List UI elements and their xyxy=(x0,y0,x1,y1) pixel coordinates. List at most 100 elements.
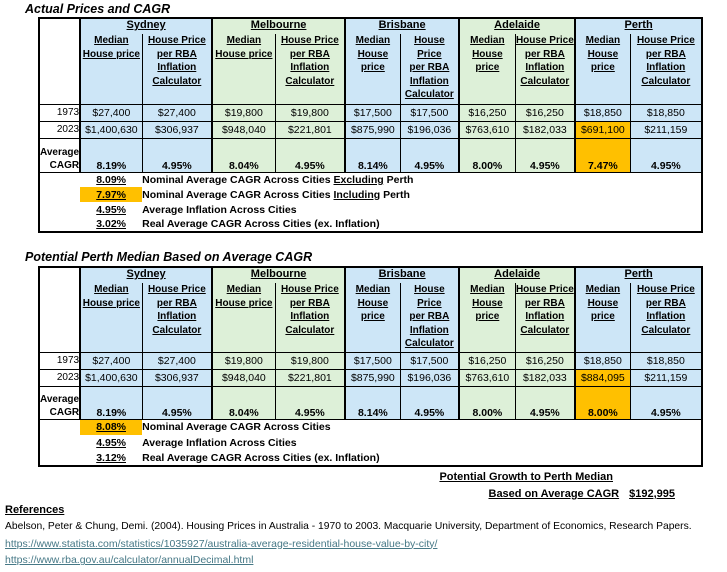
col-header-adelaide-rba: House Price per RBA Inflation Calculator xyxy=(514,34,576,105)
table-cell: $27,400 xyxy=(141,103,213,122)
perth-growth-summary: Potential Growth to Perth Median Based o… xyxy=(390,469,675,503)
table-cell: $19,800 xyxy=(274,103,346,122)
table-cell: $27,400 xyxy=(141,351,213,370)
city-header-adelaide: Adelaide xyxy=(458,266,576,283)
table-cell: $19,800 xyxy=(211,103,276,122)
table-cell: $16,250 xyxy=(514,351,576,370)
col-header-melbourne-rba: House Price per RBA Inflation Calculator xyxy=(274,34,346,105)
note-text: Average Inflation Across Cities xyxy=(142,435,703,451)
city-header-brisbane: Brisbane xyxy=(344,266,460,283)
note-value-highlighted: 7.97% xyxy=(80,187,143,202)
note-text: Real Average CAGR Across Cities (ex. Inf… xyxy=(142,217,703,232)
table-cell: $211,159 xyxy=(629,120,703,139)
note-text: Nominal Average CAGR Across Cities xyxy=(142,419,703,435)
table-cell: $19,800 xyxy=(211,351,276,370)
row-label-2023: 2023 xyxy=(38,120,81,139)
col-header-perth-rba: House Price per RBA Inflation Calculator xyxy=(629,283,703,353)
note-row: 4.95% Average Inflation Across Cities xyxy=(39,435,703,451)
table-cell: $18,850 xyxy=(629,103,703,122)
highlighted-cell-perth-cagr: 8.00% xyxy=(574,385,631,420)
table-cell: $306,937 xyxy=(141,368,213,387)
row-2023: 2023 $1,400,630 $306,937 $948,040 $221,8… xyxy=(38,368,703,387)
table-cell: $27,400 xyxy=(79,351,143,370)
summary-line2: Based on Average CAGR $192,995 xyxy=(488,488,676,500)
highlighted-cell-perth-cagr: 7.47% xyxy=(574,137,631,173)
table-cell: $306,937 xyxy=(141,120,213,139)
city-header-row: Sydney Melbourne Brisbane Adelaide Perth xyxy=(38,266,703,352)
row-1973: 1973 $27,400 $27,400 $19,800 $19,800 $17… xyxy=(38,351,703,370)
note-spacer xyxy=(39,202,81,217)
city-header-sydney: Sydney xyxy=(79,266,213,283)
col-header-sydney-rba: House Price per RBA Inflation Calculator xyxy=(141,283,213,353)
table-cell: $16,250 xyxy=(514,103,576,122)
table-cell: $18,850 xyxy=(574,351,631,370)
table-cell: $16,250 xyxy=(458,103,516,122)
col-header-sydney-median: Median House price xyxy=(79,283,143,353)
table-cell: 4.95% xyxy=(274,137,346,173)
note-value: 4.95% xyxy=(80,202,143,217)
note-spacer xyxy=(39,217,81,232)
table-cell: 4.95% xyxy=(274,385,346,420)
city-header-brisbane: Brisbane xyxy=(344,17,460,34)
table-cell: 8.19% xyxy=(79,385,143,420)
note-row: 4.95% Average Inflation Across Cities xyxy=(39,202,703,217)
table-cell: 8.19% xyxy=(79,137,143,173)
col-header-sydney-rba: House Price per RBA Inflation Calculator xyxy=(141,34,213,105)
table-cell: 8.00% xyxy=(458,137,516,173)
table1-title: Actual Prices and CAGR xyxy=(25,2,171,16)
table-cell: $27,400 xyxy=(79,103,143,122)
reference-link-statista[interactable]: https://www.statista.com/statistics/1035… xyxy=(5,537,438,550)
note-value: 3.02% xyxy=(80,217,143,232)
table-cell: 8.14% xyxy=(344,137,401,173)
city-header-perth: Perth xyxy=(574,17,703,34)
col-header-perth-median: Median House price xyxy=(574,34,631,105)
col-header-perth-median: Median House price xyxy=(574,283,631,353)
row-label-1973: 1973 xyxy=(38,351,81,370)
col-header-melbourne-rba: House Price per RBA Inflation Calculator xyxy=(274,283,346,353)
col-header-brisbane-median: Median House price xyxy=(344,283,401,353)
highlighted-cell-perth-2023: $691,100 xyxy=(574,120,631,139)
table-cell: $221,801 xyxy=(274,368,346,387)
table-cell: 8.00% xyxy=(458,385,516,420)
note-row: 8.09% Nominal Average CAGR Across Cities… xyxy=(39,172,703,187)
table-cell: $196,036 xyxy=(399,120,460,139)
table-cell: 4.95% xyxy=(141,137,213,173)
table-cell: 4.95% xyxy=(399,137,460,173)
table-cell: $17,500 xyxy=(399,103,460,122)
row-1973: 1973 $27,400 $27,400 $19,800 $19,800 $17… xyxy=(38,103,703,122)
col-header-adelaide-median: Median House price xyxy=(458,34,516,105)
note-value: 3.12% xyxy=(80,451,143,466)
table-cell: $182,033 xyxy=(514,120,576,139)
note-spacer xyxy=(39,187,81,202)
col-header-adelaide-rba: House Price per RBA Inflation Calculator xyxy=(514,283,576,353)
reference-citation: Abelson, Peter & Chung, Demi. (2004). Ho… xyxy=(5,520,692,532)
row-label-2023: 2023 xyxy=(38,368,81,387)
note-row: 3.12% Real Average CAGR Across Cities (e… xyxy=(39,451,703,466)
col-header-sydney-median: Median House price xyxy=(79,34,143,105)
table-cell: $17,500 xyxy=(399,351,460,370)
row-label-average-cagr: Average CAGR xyxy=(38,385,81,420)
potential-perth-median-table: Sydney Melbourne Brisbane Adelaide Perth… xyxy=(38,266,704,467)
table-cell: 4.95% xyxy=(141,385,213,420)
col-header-brisbane-rba: House Price per RBA Inflation Calculator xyxy=(399,283,460,353)
col-header-brisbane-median: Median House price xyxy=(344,34,401,105)
table-cell: $875,990 xyxy=(344,120,401,139)
row-2023: 2023 $1,400,630 $306,937 $948,040 $221,8… xyxy=(38,120,703,139)
table-cell: $948,040 xyxy=(211,120,276,139)
note-row: 3.02% Real Average CAGR Across Cities (e… xyxy=(39,217,703,232)
note-spacer xyxy=(39,435,81,451)
city-header-sydney: Sydney xyxy=(79,17,213,34)
table-cell: $763,610 xyxy=(458,368,516,387)
reference-link-rba[interactable]: https://www.rba.gov.au/calculator/annual… xyxy=(5,554,254,567)
table-cell: $196,036 xyxy=(399,368,460,387)
row-average-cagr: Average CAGR 8.19% 4.95% 8.04% 4.95% 8.14… xyxy=(38,137,703,173)
col-header-melbourne-median: Median House price xyxy=(211,34,276,105)
city-header-melbourne: Melbourne xyxy=(211,266,346,283)
note-text: Average Inflation Across Cities xyxy=(142,202,703,217)
table-cell: $19,800 xyxy=(274,351,346,370)
table-cell: $17,500 xyxy=(344,351,401,370)
table-cell: $211,159 xyxy=(629,368,703,387)
city-header-row: Sydney Melbourne Brisbane Adelaide Perth xyxy=(38,17,703,104)
table-cell: 8.04% xyxy=(211,137,276,173)
table-cell: 4.95% xyxy=(629,137,703,173)
